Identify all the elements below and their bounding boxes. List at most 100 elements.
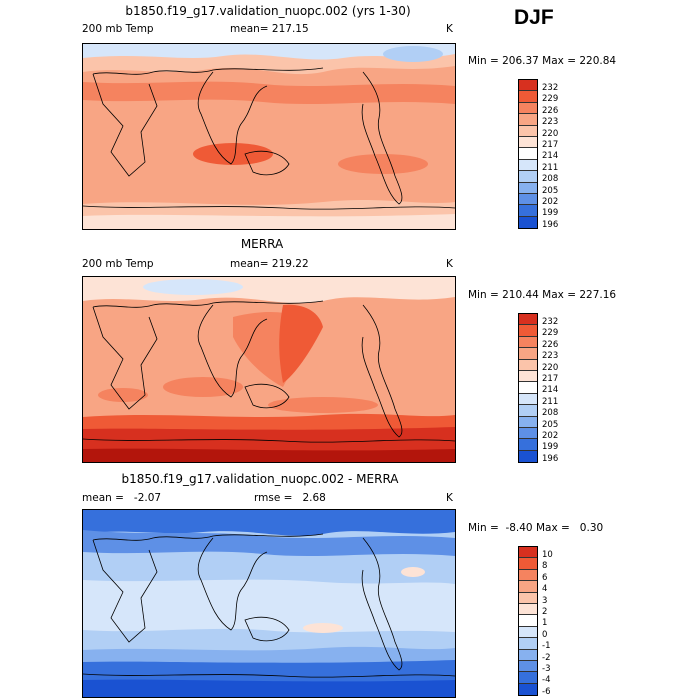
panel3-tick-label: -2 (542, 652, 551, 663)
panel1-polar-cold (83, 44, 455, 60)
panel1-swatch-3 (519, 114, 537, 126)
panel3-coastlines (83, 533, 455, 678)
panel2-swatch-9 (519, 416, 537, 428)
panel1-tick-label: 208 (542, 174, 559, 185)
panel3-tick-label: 1 (542, 618, 548, 629)
panel3-colorbar-ticks: 10 8 6 4 3 2 1 0 -1 -2 -3 -4 -6 (542, 550, 553, 698)
panel2-swatch-6 (519, 382, 537, 394)
panel1-tick-label: 223 (542, 117, 559, 128)
panel1-map (82, 43, 456, 230)
panel3-tick-label: 6 (542, 572, 548, 583)
panel3-range: Min = -8.40 Max = 0.30 (468, 522, 604, 534)
panel1-tick-label: 217 (542, 139, 559, 150)
panel3-swatch-4 (519, 592, 537, 604)
panel3-units: K (446, 492, 453, 504)
panel2-map (82, 276, 456, 463)
panel3-tick-label: 3 (542, 595, 548, 606)
panel2-tick-label: 223 (542, 351, 559, 362)
panel2-warm-core (279, 304, 323, 383)
panel1-swatch-0 (519, 80, 537, 92)
panel2-swatch-7 (519, 393, 537, 406)
panel2-range: Min = 210.44 Max = 227.16 (468, 289, 617, 301)
panel3-swatch-9 (519, 649, 537, 661)
panel1-tick-label: 232 (542, 83, 559, 93)
panel3-mean: mean = -2.07 (82, 492, 162, 504)
panel3-swatch-3 (519, 581, 537, 593)
panel1-warm-core (193, 143, 273, 165)
panel3-swatch-5 (519, 603, 537, 616)
panel2-tick-label: 232 (542, 317, 559, 327)
panel1-tick-label: 196 (542, 219, 559, 230)
panel1-midlat-warm (83, 81, 455, 104)
panel1-tick-label: 199 (542, 208, 559, 219)
panel1-swatch-10 (519, 193, 537, 206)
panel2-cold-patch (143, 279, 243, 295)
panel2-tick-label: 211 (542, 396, 559, 407)
panel1-tick-label: 229 (542, 94, 559, 105)
panel2-warm-patch-3 (98, 388, 148, 402)
panel3-swatch-6 (519, 615, 537, 627)
panel1-colorbar (518, 79, 538, 229)
panel3-tick-label: 8 (542, 561, 548, 572)
panel2-tick-label: 229 (542, 328, 559, 339)
panel1-antarctic-cold (83, 214, 455, 229)
season-label: DJF (514, 6, 554, 29)
panel3-swatch-10 (519, 660, 537, 673)
panel1-swatch-12 (519, 216, 537, 229)
panel3-colorbar (518, 546, 538, 696)
panel3-tick-label: 10 (542, 550, 553, 560)
panel3-tick-label: -6 (542, 686, 551, 697)
panel1-swatch-1 (519, 91, 537, 103)
panel3-rmse: rmse = 2.68 (254, 492, 326, 504)
panel2-tick-label: 214 (542, 385, 559, 396)
panel3-swatch-7 (519, 626, 537, 639)
panel2-swatch-3 (519, 348, 537, 360)
panel2-colorbar-ticks: 232 229 226 223 220 217 214 211 208 205 … (542, 317, 558, 465)
panel2-warm-patch-1 (163, 377, 243, 397)
panel2-map-svg (83, 277, 455, 462)
panel3-tropical-band (83, 579, 455, 633)
panel3-swatch-1 (519, 558, 537, 570)
panel3-swatch-0 (519, 547, 537, 559)
panel2-swatch-4 (519, 359, 537, 371)
panel3-map (82, 509, 456, 698)
panel1-tick-label: 214 (542, 151, 559, 162)
panel2-tick-label: 217 (542, 373, 559, 384)
panel2-colorbar (518, 313, 538, 463)
panel1-title: b1850.f19_g17.validation_nuopc.002 (yrs … (125, 4, 411, 18)
panel3-swatch-12 (519, 683, 537, 696)
panel2-tick-label: 208 (542, 408, 559, 419)
panel1-map-svg (83, 44, 455, 229)
panel1-tick-label: 202 (542, 196, 559, 207)
panel2-warm-patch-2 (268, 397, 378, 413)
panel2-tick-label: 226 (542, 339, 559, 350)
panel1-colorbar-ticks: 232 229 226 223 220 217 214 211 208 205 … (542, 83, 558, 231)
panel1-field-label: 200 mb Temp (82, 23, 154, 35)
panel1-units: K (446, 23, 453, 35)
panel2-swatch-10 (519, 427, 537, 440)
panel2-title: MERRA (240, 237, 284, 251)
panel3-swatch-8 (519, 638, 537, 650)
panel3-tick-label: -1 (542, 641, 551, 652)
panel1-warm-patch (338, 154, 428, 174)
panel2-mean: mean= 219.22 (230, 258, 309, 270)
panel1-tick-label: 220 (542, 128, 559, 139)
panel3-arctic-band (83, 510, 455, 536)
panel1-swatch-11 (519, 205, 537, 217)
panel2-swatch-8 (519, 405, 537, 417)
panel2-swatch-5 (519, 370, 537, 383)
panel3-positive-patch-1 (303, 623, 343, 633)
panel2-field-label: 200 mb Temp (82, 258, 154, 270)
panel1-tick-label: 205 (542, 185, 559, 196)
panel2-swatch-11 (519, 439, 537, 451)
panel1-swatch-5 (519, 136, 537, 149)
panel1-coastlines (83, 67, 455, 210)
panel3-positive-patch-2 (401, 567, 425, 577)
panel1-cold-patch (383, 46, 443, 62)
panel1-tick-label: 226 (542, 105, 559, 116)
panel2-units: K (446, 258, 453, 270)
panel1-swatch-6 (519, 148, 537, 160)
panel3-map-svg (83, 510, 455, 697)
panel1-swatch-8 (519, 171, 537, 183)
panel3-tick-label: 0 (542, 629, 548, 640)
